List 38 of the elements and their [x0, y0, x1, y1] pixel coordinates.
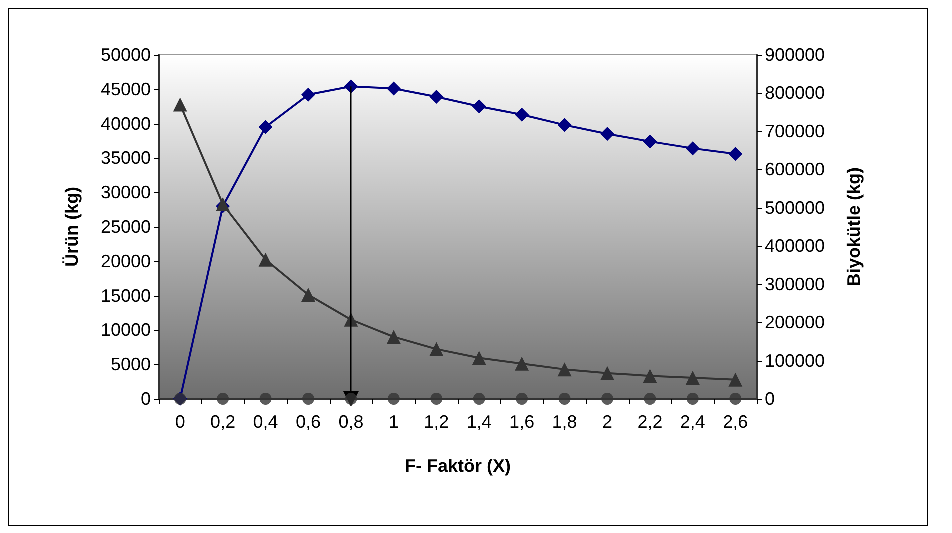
y-tick-label: 35000 — [100, 148, 151, 168]
y-tick-label: 5000 — [110, 354, 151, 375]
y-tick-label: 45000 — [100, 79, 151, 100]
x-tick-label: 1 — [388, 412, 399, 432]
y2-tick-label: 0 — [765, 389, 776, 409]
y-tick-label: 25000 — [100, 217, 151, 237]
y-tick-label: 20000 — [100, 251, 151, 272]
x-tick-label: 1,2 — [424, 412, 450, 432]
x-tick-label: 2,2 — [638, 412, 663, 432]
x-tick-label: 2,4 — [680, 412, 706, 432]
y2-tick-label: 800000 — [765, 83, 826, 104]
y2-tick-label: 500000 — [765, 198, 826, 218]
y2-tick-label: 900000 — [765, 45, 826, 65]
x-tick-label: 1,8 — [552, 412, 578, 432]
x-tick-label: 2 — [602, 412, 613, 432]
x-tick-label: 0,6 — [296, 412, 322, 432]
y2-tick-label: 100000 — [765, 350, 826, 371]
y2-tick-label: 600000 — [765, 160, 826, 180]
y-tick-label: 50000 — [100, 45, 151, 65]
y2-tick-label: 700000 — [765, 121, 826, 142]
y-axis-title: Ürün (kg) — [62, 187, 82, 267]
x-tick-label: 1,4 — [466, 412, 492, 432]
x-tick-label: 0,8 — [338, 412, 364, 432]
y-tick-label: 10000 — [100, 320, 151, 340]
x-tick-label: 0,2 — [210, 412, 236, 432]
y-tick-label: 40000 — [100, 114, 151, 134]
y-tick-label: 0 — [140, 389, 151, 409]
x-tick-label: 1,6 — [510, 412, 535, 432]
x-tick-label: 0 — [175, 412, 186, 432]
y-tick-label: 30000 — [100, 182, 151, 203]
x-tick-label: 0,4 — [253, 412, 278, 432]
y-tick-label: 15000 — [100, 286, 151, 306]
y2-axis-title: Biyokütle (kg) — [844, 167, 864, 287]
y2-tick-label: 400000 — [765, 236, 826, 256]
y2-tick-label: 200000 — [765, 312, 826, 333]
x-tick-label: 2,6 — [723, 412, 748, 432]
x-axis-title: F- Faktör (X) — [405, 456, 511, 476]
y2-tick-label: 300000 — [765, 274, 826, 294]
